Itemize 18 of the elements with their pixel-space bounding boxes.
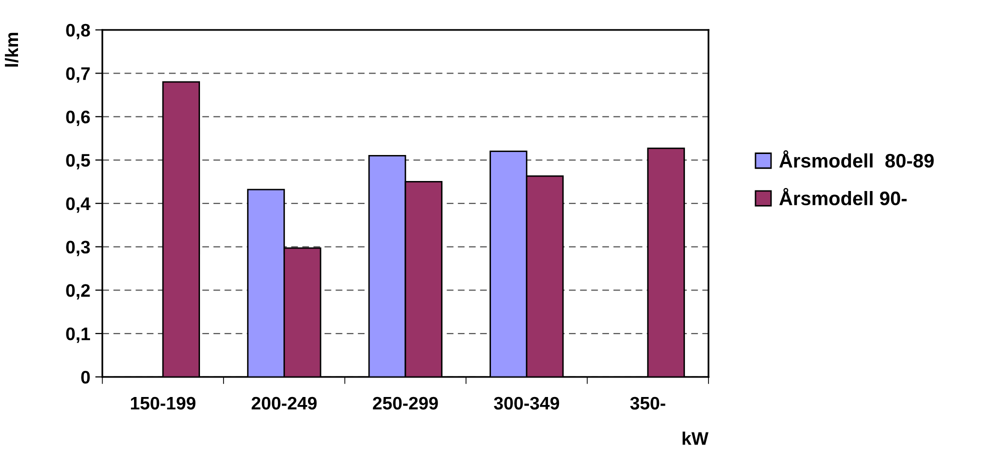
x-tick-label: 350- <box>630 396 666 410</box>
x-tick-label: 200-249 <box>252 396 317 410</box>
y-tick-label: 0,4 <box>66 197 90 213</box>
y-tick-label: 0,8 <box>66 24 90 40</box>
y-tick-label: 0 <box>81 370 90 384</box>
legend-label: Årsmodell 90- <box>779 188 907 206</box>
legend-label: Årsmodell 80-89 <box>779 150 934 168</box>
y-tick-label: 0,3 <box>66 240 90 256</box>
x-tick-label: 300-349 <box>494 396 560 410</box>
y-tick-label: 0,7 <box>66 67 90 83</box>
y-tick-label: 0,2 <box>66 284 90 300</box>
x-tick-label: 250-299 <box>372 396 438 410</box>
y-axis-title: l/km <box>4 32 18 67</box>
x-tick-label: 150-199 <box>130 396 196 410</box>
y-tick-label: 0,5 <box>66 154 90 170</box>
x-axis-title: kW <box>682 432 708 445</box>
y-tick-label: 0,6 <box>66 110 90 126</box>
y-tick-label: 0,1 <box>66 327 90 343</box>
